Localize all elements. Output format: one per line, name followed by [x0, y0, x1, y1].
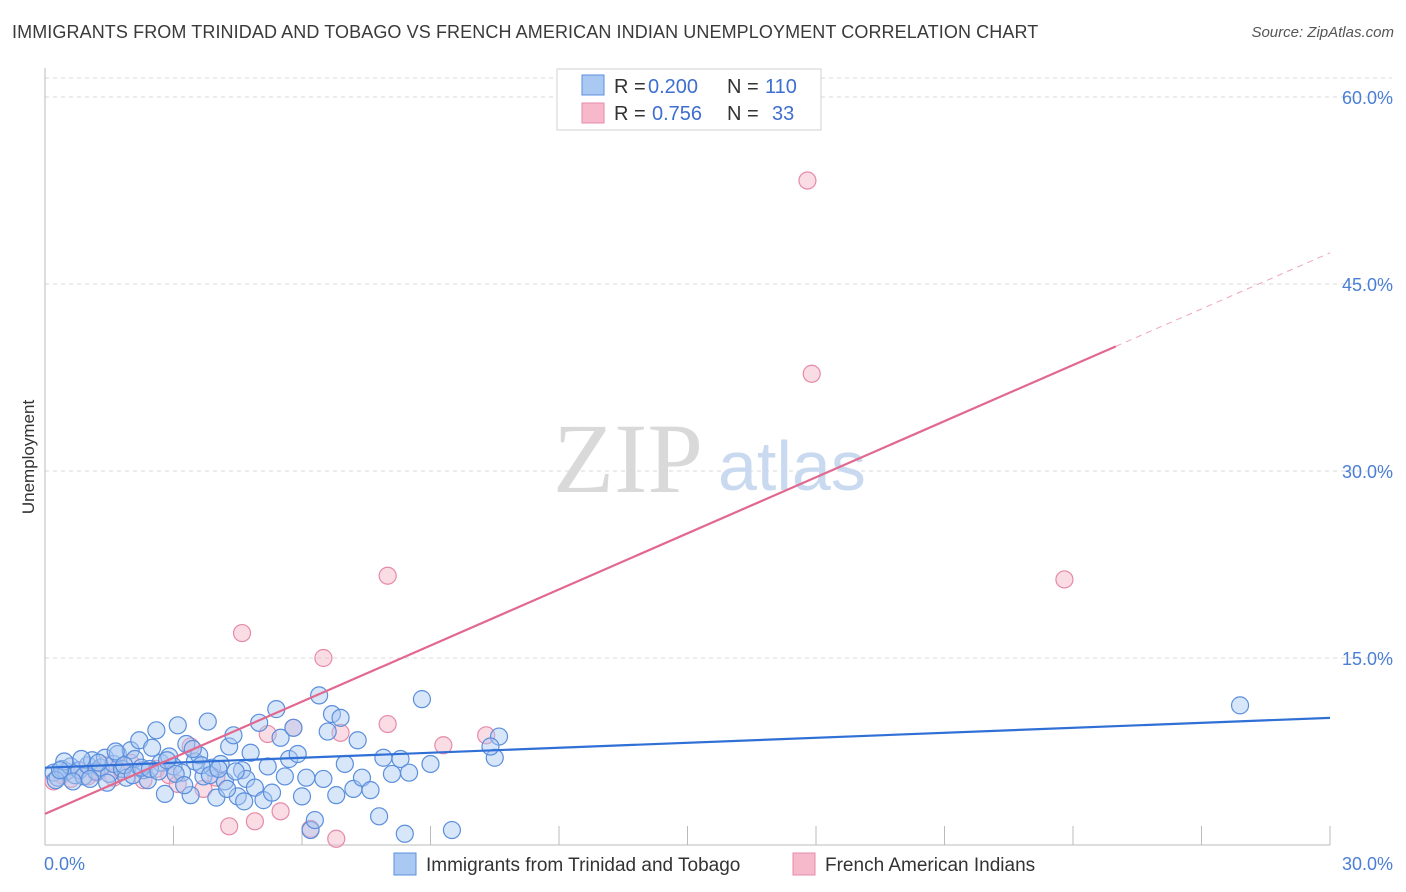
data-point-trinidad-tobago	[181, 786, 200, 805]
source-credit: Source: ZipAtlas.com	[1251, 24, 1394, 41]
data-point-trinidad-tobago	[175, 776, 194, 795]
x-tick-label: 30.0%	[1342, 854, 1393, 874]
data-point-trinidad-tobago	[314, 769, 333, 789]
legend-swatch-pink	[581, 102, 605, 124]
data-point-trinidad-tobago	[275, 767, 294, 786]
data-point-trinidad-tobago	[352, 768, 372, 787]
data-point-trinidad-tobago	[155, 784, 175, 803]
data-point-trinidad-tobago	[220, 737, 239, 756]
data-point-trinidad-tobago	[147, 721, 166, 740]
data-point-trinidad-tobago	[305, 810, 324, 830]
data-point-trinidad-tobago	[89, 753, 108, 772]
legend-label-trinidad: Immigrants from Trinidad and Tobago	[426, 855, 740, 876]
trend-line-trinidad-tobago	[44, 716, 1331, 769]
data-point-french-american-indian	[378, 566, 397, 585]
data-point-trinidad-tobago	[327, 786, 346, 805]
y-axis-title: Unemployment	[19, 400, 38, 515]
y-tick-label: 30.0%	[1342, 462, 1393, 482]
data-point-trinidad-tobago	[481, 737, 500, 756]
data-point-french-american-indian	[331, 723, 350, 742]
legend-swatch-french-american-indian	[792, 852, 816, 876]
data-point-french-american-indian	[271, 802, 290, 821]
data-point-french-american-indian	[798, 171, 817, 190]
legend-r-label-1: R =	[614, 76, 646, 98]
y-tick-label: 60.0%	[1342, 88, 1393, 108]
data-point-trinidad-tobago	[297, 768, 316, 787]
data-point-trinidad-tobago	[217, 779, 237, 799]
chart-title: IMMIGRANTS FROM TRINIDAD AND TOBAGO VS F…	[12, 22, 1039, 42]
data-point-french-american-indian	[245, 812, 264, 831]
axes	[44, 68, 1331, 846]
data-point-trinidad-tobago	[335, 754, 354, 774]
data-point-trinidad-tobago	[232, 761, 252, 780]
trend-line-french-american-indian	[44, 345, 1117, 815]
data-point-trinidad-tobago	[374, 748, 393, 767]
data-point-trinidad-tobago	[288, 744, 307, 764]
data-point-french-american-indian	[802, 364, 821, 383]
x-tick-label: 0.0%	[44, 854, 85, 874]
data-point-trinidad-tobago	[235, 792, 254, 811]
data-point-trinidad-tobago	[301, 820, 320, 840]
data-point-french-american-indian	[378, 714, 397, 734]
data-point-trinidad-tobago	[72, 749, 91, 769]
data-point-trinidad-tobago	[370, 807, 389, 826]
data-point-trinidad-tobago	[1230, 696, 1250, 715]
data-point-trinidad-tobago	[245, 778, 264, 797]
data-point-trinidad-tobago	[142, 738, 162, 757]
data-point-trinidad-tobago	[284, 718, 303, 737]
data-point-trinidad-tobago	[226, 762, 245, 781]
data-point-trinidad-tobago	[382, 764, 402, 784]
data-point-french-american-indian	[1055, 570, 1074, 589]
data-point-french-american-indian	[327, 829, 346, 848]
legend-n-value-1: 110	[765, 76, 797, 98]
data-point-trinidad-tobago	[361, 781, 380, 800]
grid-lines	[45, 77, 1392, 659]
watermark: ZIP atlas	[553, 403, 866, 514]
data-point-french-american-indian	[477, 726, 496, 745]
trend-line-extension-french-american-indian	[1115, 252, 1331, 347]
legend-n-value-2: 33	[772, 103, 794, 125]
data-point-trinidad-tobago	[198, 712, 217, 731]
data-point-trinidad-tobago	[106, 742, 125, 761]
data-point-trinidad-tobago	[262, 783, 282, 802]
data-point-trinidad-tobago	[442, 820, 462, 840]
legend-n-label-2: N =	[727, 103, 759, 125]
watermark-zip: ZIP	[553, 403, 703, 514]
data-point-trinidad-tobago	[348, 731, 367, 750]
correlation-legend: R = 0.200 N = 110 R = 0.756 N = 33	[556, 68, 822, 131]
legend-r-value-2: 0.756	[652, 103, 702, 125]
data-point-trinidad-tobago	[318, 722, 337, 741]
data-point-trinidad-tobago	[412, 690, 432, 709]
series-legend: Immigrants from Trinidad and Tobago Fren…	[393, 852, 1035, 876]
data-point-trinidad-tobago	[292, 787, 312, 806]
legend-label-french-american-indian: French American Indians	[825, 855, 1035, 876]
data-point-trinidad-tobago	[241, 743, 260, 762]
legend-r-value-1: 0.200	[648, 76, 698, 98]
data-point-french-american-indian	[434, 736, 453, 755]
data-point-trinidad-tobago	[168, 716, 187, 735]
tick-labels: 15.0% 30.0% 45.0% 60.0% 0.0% 30.0%	[44, 88, 1393, 874]
trend-lines	[44, 252, 1331, 815]
data-point-french-american-indian	[232, 623, 252, 643]
legend-r-label-2: R =	[614, 103, 646, 125]
data-point-trinidad-tobago	[310, 686, 329, 705]
y-tick-label: 45.0%	[1342, 275, 1393, 295]
data-point-french-american-indian	[314, 648, 333, 668]
data-point-french-american-indian	[220, 817, 239, 836]
data-point-trinidad-tobago	[421, 754, 440, 774]
legend-n-label-1: N =	[727, 76, 759, 98]
data-point-trinidad-tobago	[399, 763, 419, 782]
legend-swatch-blue	[581, 74, 605, 96]
data-point-trinidad-tobago	[271, 728, 290, 747]
data-point-trinidad-tobago	[80, 769, 100, 789]
data-point-trinidad-tobago	[209, 759, 228, 779]
legend-swatch-trinidad	[393, 852, 417, 876]
data-point-trinidad-tobago	[258, 757, 277, 776]
data-point-trinidad-tobago	[395, 824, 414, 843]
data-point-trinidad-tobago	[50, 761, 70, 780]
y-tick-label: 15.0%	[1342, 649, 1393, 669]
data-point-trinidad-tobago	[331, 708, 350, 727]
